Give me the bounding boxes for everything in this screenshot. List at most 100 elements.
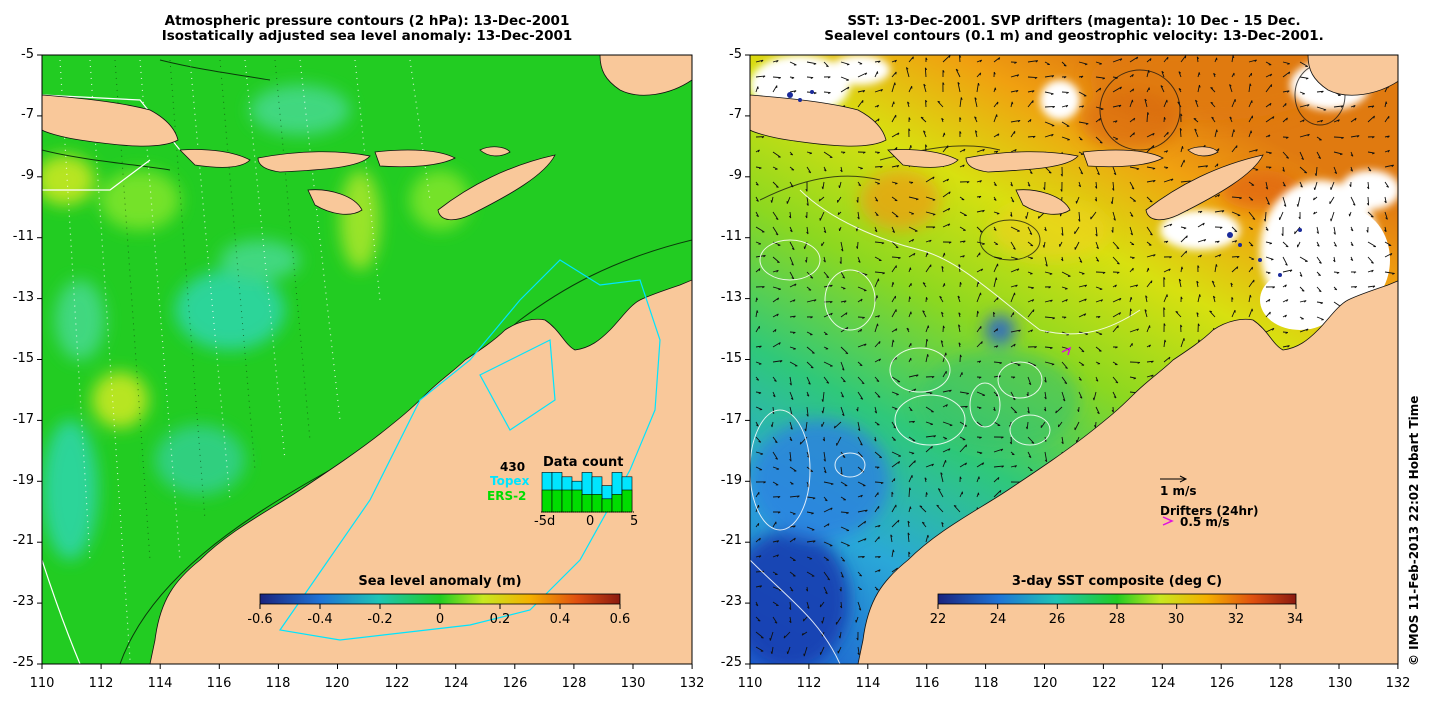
velocity-arrow — [908, 267, 912, 273]
velocity-arrow — [1263, 211, 1267, 222]
velocity-arrow — [857, 328, 863, 333]
velocity-arrow — [788, 211, 792, 219]
velocity-arrow — [1055, 406, 1063, 414]
sst-colorbar-tick: 22 — [929, 612, 947, 627]
velocity-arrow — [1044, 75, 1055, 78]
left-x-tick: 128 — [561, 676, 587, 691]
velocity-arrow — [1078, 284, 1088, 288]
velocity-arrow — [993, 211, 1000, 215]
velocity-arrow — [789, 256, 794, 266]
velocity-arrow — [874, 241, 885, 245]
left-x-tick: 114 — [147, 676, 173, 691]
right-title-line2: Sealevel contours (0.1 m) and geostrophi… — [824, 28, 1324, 44]
velocity-arrow — [840, 286, 846, 290]
velocity-arrow — [874, 451, 883, 459]
velocity-arrow — [924, 477, 927, 483]
velocity-arrow — [1265, 196, 1270, 205]
velocity-arrow — [891, 241, 899, 249]
velocity-arrow — [1316, 286, 1322, 293]
velocity-arrow — [1282, 166, 1285, 172]
velocity-arrow — [755, 325, 760, 333]
velocity-arrow — [976, 341, 983, 348]
velocity-arrow — [1010, 241, 1016, 250]
velocity-arrow — [835, 616, 842, 625]
velocity-arrow — [840, 391, 845, 398]
velocity-arrow — [1248, 226, 1254, 230]
data-count-title: Data count — [543, 455, 624, 470]
velocity-arrow — [823, 361, 833, 367]
velocity-arrow — [802, 616, 808, 622]
velocity-arrow — [772, 76, 781, 80]
velocity-arrow — [857, 601, 862, 611]
velocity-arrow — [840, 271, 846, 279]
velocity-arrow — [1078, 391, 1083, 399]
data-count-number: 430 — [500, 460, 526, 474]
velocity-arrow — [942, 370, 947, 378]
velocity-arrow — [1010, 101, 1014, 108]
velocity-arrow — [959, 436, 966, 441]
velocity-arrow — [772, 571, 778, 575]
velocity-arrow — [891, 82, 896, 93]
velocity-arrow — [908, 211, 914, 215]
velocity-arrow — [959, 391, 969, 395]
velocity-arrow — [806, 540, 816, 543]
velocity-arrow — [891, 478, 896, 483]
velocity-arrow — [1333, 256, 1336, 263]
velocity-arrow — [942, 223, 951, 228]
velocity-arrow — [1316, 90, 1324, 94]
velocity-arrow — [821, 181, 825, 190]
velocity-arrow — [925, 391, 933, 395]
velocity-arrow — [1077, 406, 1080, 413]
velocity-arrow — [1282, 102, 1287, 108]
velocity-arrow — [856, 196, 859, 203]
velocity-arrow — [806, 61, 817, 65]
left-y-tick: -23 — [12, 594, 34, 609]
velocity-arrow — [772, 226, 779, 236]
velocity-arrow — [959, 372, 963, 378]
velocity-arrow — [976, 310, 979, 318]
velocity-arrow — [974, 97, 978, 108]
velocity-arrow — [772, 342, 781, 348]
velocity-arrow — [1178, 88, 1182, 93]
velocity-arrow — [1094, 421, 1097, 428]
velocity-arrow — [1282, 136, 1289, 139]
velocity-arrow — [1129, 284, 1139, 288]
velocity-arrow — [1061, 286, 1068, 290]
velocity-arrow — [942, 252, 946, 258]
velocity-arrow — [1146, 374, 1154, 378]
velocity-arrow — [1163, 99, 1168, 108]
velocity-arrow — [907, 101, 910, 108]
velocity-arrow — [1333, 226, 1336, 235]
velocity-arrow — [976, 436, 982, 439]
velocity-arrow — [1078, 298, 1087, 303]
velocity-arrow — [1129, 226, 1134, 236]
velocity-arrow — [1144, 309, 1148, 318]
velocity-arrow — [1163, 256, 1172, 259]
velocity-arrow — [1384, 115, 1390, 123]
velocity-arrow — [1197, 294, 1201, 303]
velocity-arrow — [840, 241, 844, 252]
velocity-arrow — [874, 89, 883, 93]
velocity-arrow — [953, 504, 961, 513]
left-y-tick: -13 — [12, 290, 34, 305]
velocity-arrow — [1044, 271, 1053, 275]
velocity-arrow — [891, 256, 901, 260]
velocity-arrow — [1163, 240, 1169, 244]
velocity-arrow — [772, 269, 779, 273]
velocity-arrow — [1214, 163, 1219, 168]
sla-colorbar-title: Sea level anomaly (m) — [358, 574, 522, 589]
velocity-arrow — [908, 128, 911, 138]
velocity-arrow — [857, 391, 864, 400]
velocity-arrow — [805, 586, 809, 592]
velocity-arrow — [772, 466, 780, 470]
velocity-arrow — [1163, 178, 1174, 183]
velocity-arrow — [838, 631, 842, 639]
velocity-arrow — [772, 286, 781, 291]
velocity-arrow — [823, 166, 827, 172]
velocity-arrow — [1229, 84, 1233, 93]
velocity-arrow — [908, 451, 915, 455]
velocity-arrow — [993, 476, 1000, 483]
velocity-arrow — [1197, 84, 1201, 93]
velocity-arrow — [891, 181, 898, 185]
velocity-arrow — [857, 343, 867, 348]
